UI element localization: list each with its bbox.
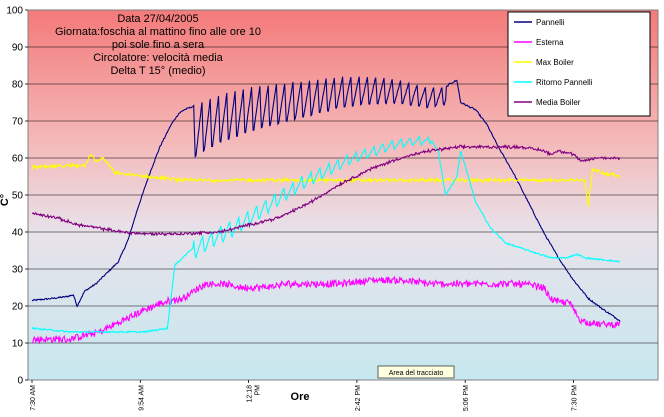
- x-axis-label: Ore: [291, 391, 310, 403]
- series-lines: [31, 76, 621, 345]
- y-axis-ticks: 0 10 20 30 40 50 60 70 80 90 100: [6, 6, 28, 387]
- y-tick-label: 100: [6, 6, 23, 17]
- y-tick-label: 60: [12, 154, 24, 165]
- series-line-media-boiler: [31, 143, 621, 237]
- x-tick-label: 7:30 PM: [572, 385, 579, 411]
- y-tick-label: 30: [12, 265, 24, 276]
- y-tick-label: 80: [12, 80, 24, 91]
- y-axis-label: C°: [0, 194, 11, 206]
- x-tick-label-line: 7:30 AM: [30, 385, 37, 411]
- legend-entry: Media Boiler: [536, 98, 581, 107]
- y-tick-label: 90: [12, 43, 24, 54]
- y-tick-label: 0: [17, 376, 23, 387]
- x-tick-label-line: 7:30 PM: [572, 385, 579, 411]
- legend-box: [507, 11, 651, 117]
- title-line: Data 27/04/2005: [117, 13, 198, 25]
- y-tick-label: 10: [12, 339, 24, 350]
- x-tick-label-line: PM: [255, 385, 262, 396]
- title-line: poi sole fino a sera: [112, 39, 205, 51]
- title-line: Giornata:foschia al mattino fino alle or…: [55, 26, 261, 38]
- legend-entry: Ritorno Pannelli: [536, 78, 593, 87]
- x-tick-label-line: 9:54 AM: [138, 385, 145, 411]
- series-line-esterna: [31, 276, 621, 345]
- x-axis-ticks: 7:30 AM 9:54 AM 12:18 PM 2:42 PM 5:06 PM 7:30 …: [30, 380, 579, 411]
- x-tick-label-line: 2:42 PM: [355, 385, 362, 411]
- legend-entry: Pannelli: [536, 18, 565, 27]
- title-line: Circolatore: velocità media: [93, 52, 223, 64]
- x-tick-label: 5:06 PM: [463, 385, 470, 411]
- series-line-ritorno-pannelli: [31, 135, 621, 334]
- legend-entry: Max Boiler: [536, 58, 574, 67]
- x-tick-label: 9:54 AM: [138, 385, 145, 411]
- series-line-max-boiler: [31, 153, 621, 208]
- x-tick-label-line: 5:06 PM: [463, 385, 470, 411]
- x-tick-label: 2:42 PM: [355, 385, 362, 411]
- y-tick-label: 20: [12, 302, 24, 313]
- y-tick-label: 40: [12, 228, 24, 239]
- legend-entry: Esterna: [536, 38, 564, 47]
- legend: Pannelli Esterna Max Boiler Ritorno Pannell…: [507, 11, 651, 117]
- y-tick-label: 50: [12, 191, 24, 202]
- x-tick-label: 12:18 PM: [247, 385, 262, 403]
- plot-area-label: Area del tracciato: [389, 370, 444, 377]
- x-tick-label: 7:30 AM: [30, 385, 37, 411]
- title-line: Delta T 15° (medio): [110, 65, 205, 77]
- plot-area-tooltip: Area del tracciato: [377, 365, 455, 379]
- x-tick-label-line: 12:18: [247, 385, 254, 403]
- y-tick-label: 70: [12, 117, 24, 128]
